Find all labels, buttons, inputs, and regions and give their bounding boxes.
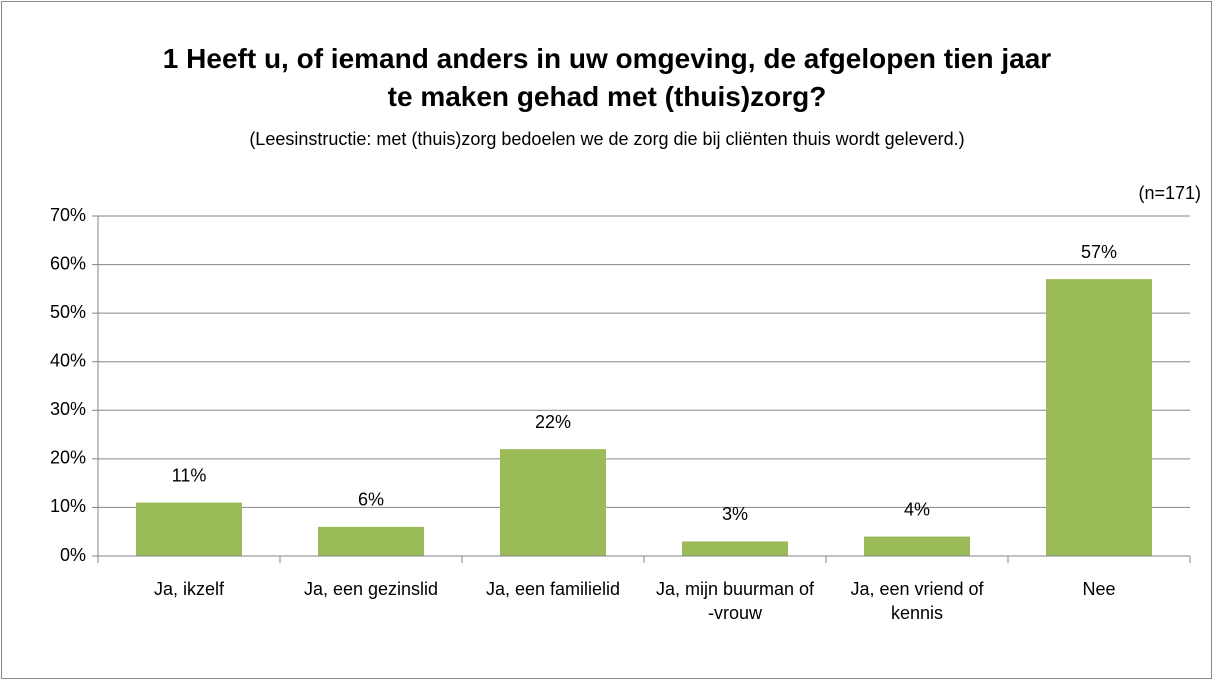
y-tick-label: 70% xyxy=(50,205,86,225)
value-label: 4% xyxy=(904,499,930,519)
bar xyxy=(500,449,606,556)
x-tick-label: Ja, een vriend of kennis xyxy=(850,579,984,623)
bar xyxy=(318,526,424,556)
x-tick-label: Ja, mijn buurman of -vrouw xyxy=(655,579,815,623)
y-tick-label: 30% xyxy=(50,399,86,419)
x-tick-label: Ja, een gezinslid xyxy=(303,579,439,599)
value-label: 22% xyxy=(535,412,571,432)
chart-title: 1 Heeft u, of iemand anders in uw omgevi… xyxy=(162,43,1052,112)
y-tick-label: 50% xyxy=(50,302,86,322)
x-tick-label: Ja, een familielid xyxy=(485,579,621,599)
bar xyxy=(136,502,242,556)
value-label: 6% xyxy=(358,490,384,510)
bar xyxy=(1046,279,1152,556)
chart-subtitle: (Leesinstructie: met (thuis)zorg bedoele… xyxy=(249,129,965,149)
x-tick-label: Ja, ikzelf xyxy=(153,579,225,599)
bar xyxy=(682,541,788,556)
y-tick-label: 60% xyxy=(50,253,86,273)
y-tick-label: 0% xyxy=(60,545,86,565)
y-tick-label: 20% xyxy=(50,448,86,468)
y-tick-label: 10% xyxy=(50,496,86,516)
value-label: 57% xyxy=(1081,242,1117,262)
x-tick-label: Nee xyxy=(1082,579,1116,599)
y-tick-label: 40% xyxy=(50,350,86,370)
value-label: 3% xyxy=(722,504,748,524)
annotation: (n=171) xyxy=(1138,183,1201,203)
value-label: 11% xyxy=(172,465,207,485)
bar xyxy=(864,536,970,556)
